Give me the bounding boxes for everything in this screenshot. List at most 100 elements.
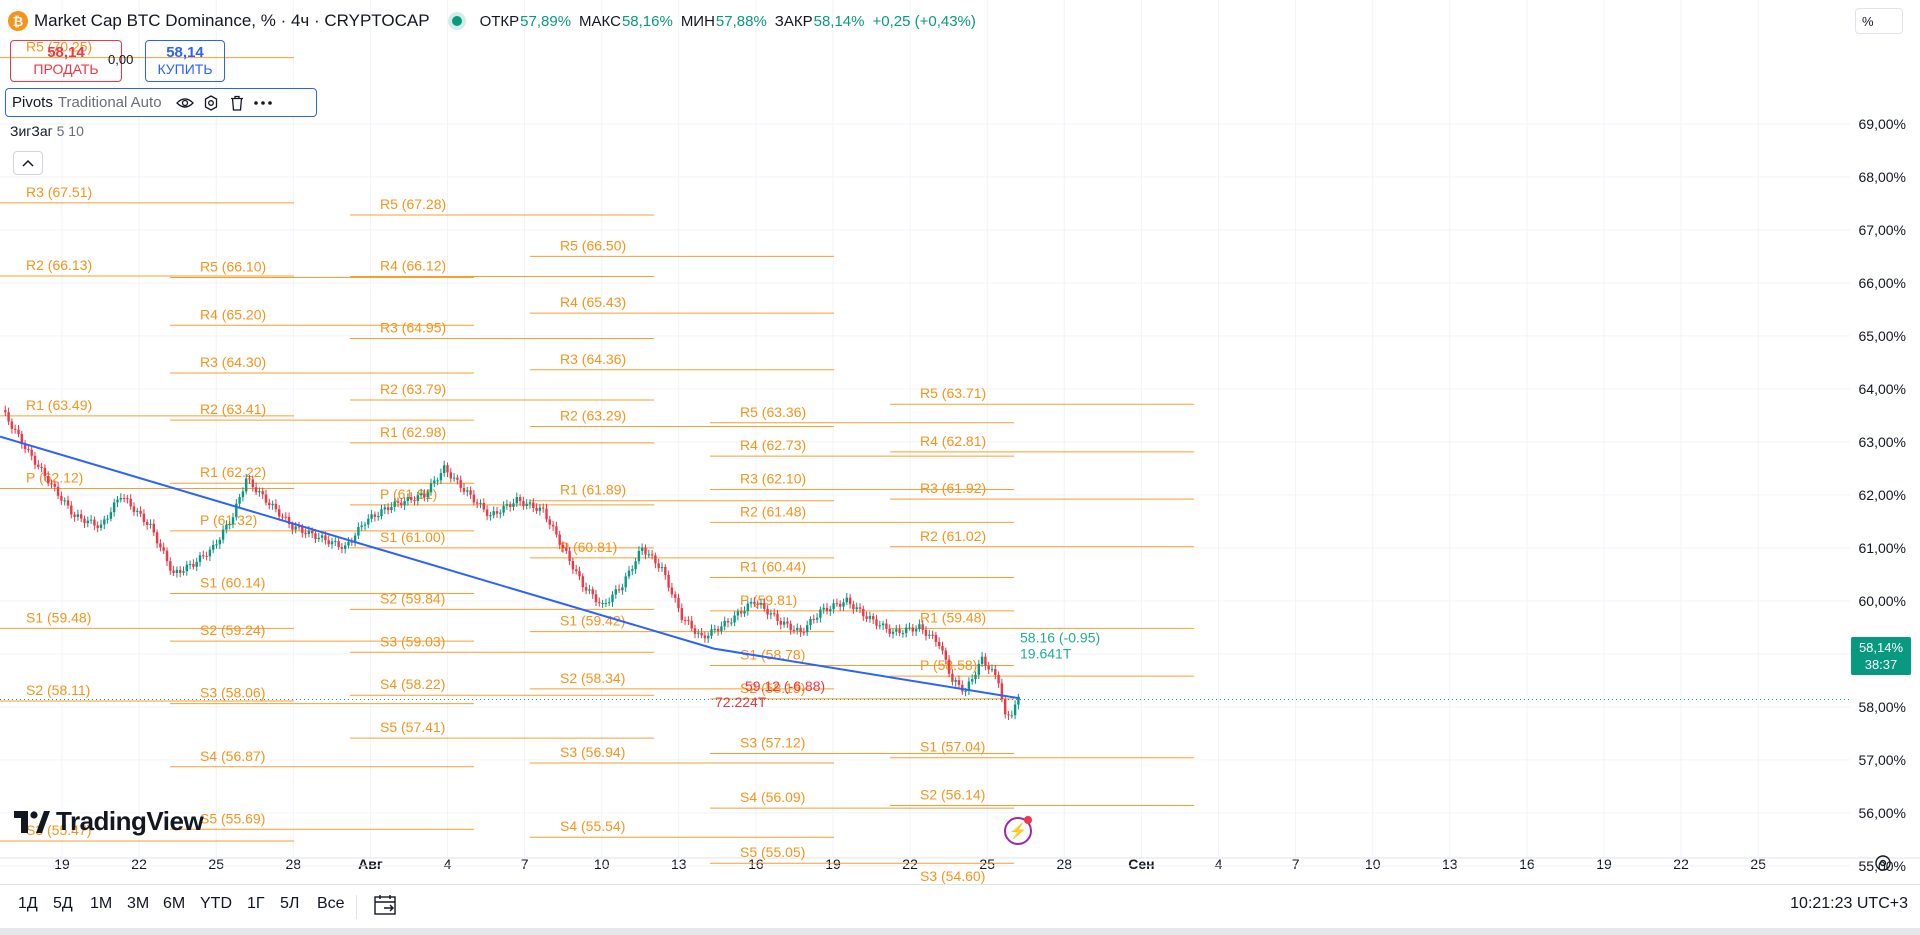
symbol-title[interactable]: Market Cap BTC Dominance, % · 4ч · CRYPT…: [34, 11, 430, 30]
candle-body: [1007, 714, 1010, 716]
settings-icon[interactable]: [198, 92, 224, 114]
candle-body: [921, 624, 924, 630]
candle-body: [165, 550, 169, 562]
pivot-level-label: R5 (67.28): [380, 196, 446, 212]
zigzag-label: 72.224T: [715, 694, 767, 710]
timeframe-1d[interactable]: 1Д: [18, 895, 38, 912]
sell-button[interactable]: 58,14 ПРОДАТЬ: [10, 40, 122, 82]
candle-body: [4, 410, 7, 413]
timeframe-all[interactable]: Все: [317, 895, 345, 912]
candle-body: [773, 613, 776, 615]
market-status-icon[interactable]: [451, 16, 462, 26]
time-axis-label: Авг: [358, 856, 383, 872]
pivot-level-label: R5 (63.71): [920, 385, 986, 401]
timeframe-6m[interactable]: 6М: [163, 895, 186, 912]
candle-body: [433, 480, 436, 484]
pivot-level-label: R4 (65.20): [200, 306, 266, 322]
timeframe-1y[interactable]: 1Г: [247, 895, 265, 912]
candle-body: [617, 589, 621, 591]
candle-body: [231, 517, 235, 525]
candle-body: [756, 603, 759, 605]
candle-body: [106, 518, 109, 520]
timeframe-ytd[interactable]: YTD: [200, 895, 232, 912]
pivot-level-label: R5 (63.36): [740, 404, 806, 420]
pivots-indicator-legend[interactable]: Pivots Traditional Auto: [5, 88, 317, 117]
tradingview-logo[interactable]: TradingView: [14, 806, 204, 837]
ohlc-high-key: МАКС: [579, 12, 621, 30]
zigzag-indicator-legend[interactable]: ЗигЗаг 5 10: [10, 123, 84, 139]
candle-body: [654, 555, 657, 564]
candle-body: [571, 560, 575, 570]
candle-body: [43, 467, 47, 476]
candle-body: [575, 569, 578, 572]
candle-body: [532, 502, 535, 508]
pivot-level-label: S1 (57.04): [920, 739, 985, 755]
candle-body: [103, 519, 106, 525]
candle-body: [436, 480, 439, 482]
candle-body: [198, 555, 202, 562]
candle-body: [469, 490, 472, 495]
candle-body: [235, 503, 238, 518]
candle-body: [419, 493, 423, 496]
candle-body: [835, 603, 839, 605]
timeframe-5y[interactable]: 5Л: [280, 895, 300, 912]
clock[interactable]: 10:21:23 UTC+3: [1790, 895, 1908, 912]
candle-body: [872, 616, 875, 620]
candle-body: [476, 502, 479, 504]
candle-body: [647, 554, 650, 556]
pivot-level-label: R2 (63.41): [200, 401, 266, 417]
timeframe-3m[interactable]: 3М: [127, 895, 150, 912]
pivot-level-label: S2 (56.14): [920, 786, 985, 802]
candle-body: [86, 520, 89, 524]
bar-countdown: 38:37: [1864, 657, 1898, 672]
pivot-level-label: R3 (64.95): [380, 320, 446, 336]
candle-body: [248, 478, 251, 480]
candle-body: [344, 545, 347, 549]
candle-body: [10, 421, 14, 429]
candle-body: [789, 623, 792, 631]
candle-body: [320, 535, 324, 538]
price-axis-label: 63,00%: [1859, 434, 1906, 450]
candle-body: [485, 509, 489, 516]
candle-body: [578, 571, 581, 577]
candle-body: [822, 607, 825, 610]
time-axis-label: 7: [521, 856, 529, 872]
buy-button[interactable]: 58,14 КУПИТЬ: [145, 40, 225, 82]
more-icon[interactable]: [250, 92, 276, 114]
candle-body: [406, 497, 410, 502]
indicator-name: Pivots: [12, 94, 53, 111]
pivot-level-label: S3 (57.12): [740, 735, 805, 751]
chart-settings-icon[interactable]: [1874, 854, 1892, 877]
pivot-level-label: R4 (66.12): [380, 258, 446, 274]
timeframe-1m[interactable]: 1М: [90, 895, 113, 912]
candle-body: [169, 561, 172, 571]
timeframe-5d[interactable]: 5Д: [53, 895, 73, 912]
candle-body: [997, 674, 1000, 684]
time-axis-label: 10: [594, 856, 610, 872]
date-range-icon[interactable]: [374, 894, 398, 921]
horizontal-scrollbar[interactable]: [0, 928, 1920, 935]
pivot-level-label: R1 (61.89): [560, 482, 626, 498]
pivot-level-label: R2 (61.02): [920, 528, 986, 544]
pivot-level-label: S5 (57.41): [380, 719, 445, 735]
candle-body: [479, 502, 482, 504]
scale-mode-button[interactable]: %: [1855, 8, 1903, 34]
pivot-level-label: S3 (59.03): [380, 633, 445, 649]
candle-body: [674, 594, 677, 598]
candle-body: [149, 523, 152, 525]
candle-body: [53, 483, 56, 487]
candle-body: [987, 665, 990, 670]
candle-body: [637, 550, 641, 562]
collapse-legend-button[interactable]: [13, 151, 43, 175]
flash-icon[interactable]: ⚡: [1004, 816, 1032, 845]
candle-body: [205, 555, 208, 557]
eye-icon[interactable]: [172, 92, 198, 114]
candle-body: [324, 535, 327, 541]
time-axis-label: 7: [1292, 856, 1300, 872]
candle-body: [287, 516, 291, 525]
candle-body: [357, 527, 360, 536]
candle-body: [885, 623, 888, 629]
delete-icon[interactable]: [224, 92, 250, 114]
candle-body: [327, 540, 330, 545]
